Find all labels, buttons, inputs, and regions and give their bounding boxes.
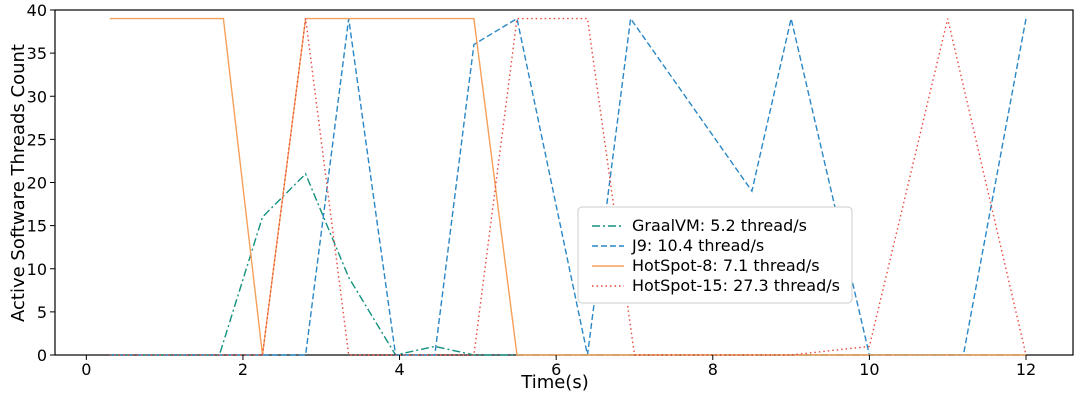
x-tick-label: 12 (1016, 360, 1036, 379)
y-tick-label: 20 (27, 174, 47, 193)
y-tick-label: 40 (27, 1, 47, 20)
y-axis-label: Active Software Threads Count (8, 44, 29, 322)
x-tick-label: 8 (708, 360, 718, 379)
y-tick-label: 25 (27, 130, 47, 149)
x-tick-label: 0 (81, 360, 91, 379)
legend-box (577, 206, 853, 304)
x-tick-label: 10 (859, 360, 879, 379)
legend-entries: GraalVM: 5.2 thread/sJ9: 10.4 thread/sHo… (592, 216, 840, 295)
y-tick-label: 15 (27, 217, 47, 236)
legend-label-0: GraalVM: 5.2 thread/s (632, 216, 807, 235)
x-tick-label: 2 (238, 360, 248, 379)
y-axis-ticks: 0 5 10 15 20 25 30 35 40 (27, 1, 55, 365)
series-line-0 (109, 172, 1026, 356)
y-tick-label: 35 (27, 44, 47, 63)
legend: GraalVM: 5.2 thread/sJ9: 10.4 thread/sHo… (577, 206, 853, 304)
legend-label-3: HotSpot-15: 27.3 thread/s (632, 276, 840, 295)
x-axis-label: Time(s) (520, 372, 588, 393)
y-tick-label: 10 (27, 260, 47, 279)
x-tick-label: 6 (551, 360, 561, 379)
legend-label-1: J9: 10.4 thread/s (631, 236, 764, 255)
x-axis-ticks: 0 2 4 6 8 10 12 (81, 355, 1036, 379)
y-tick-label: 5 (37, 303, 47, 322)
series-line-1 (109, 16, 1027, 356)
series-layer (109, 16, 1027, 356)
x-tick-label: 4 (394, 360, 404, 379)
legend-label-2: HotSpot-8: 7.1 thread/s (632, 256, 820, 275)
y-tick-label: 0 (37, 346, 47, 365)
series-line-2 (109, 17, 1026, 356)
y-tick-label: 30 (27, 87, 47, 106)
plot-area (54, 9, 1074, 356)
series-line-3 (109, 17, 1027, 356)
